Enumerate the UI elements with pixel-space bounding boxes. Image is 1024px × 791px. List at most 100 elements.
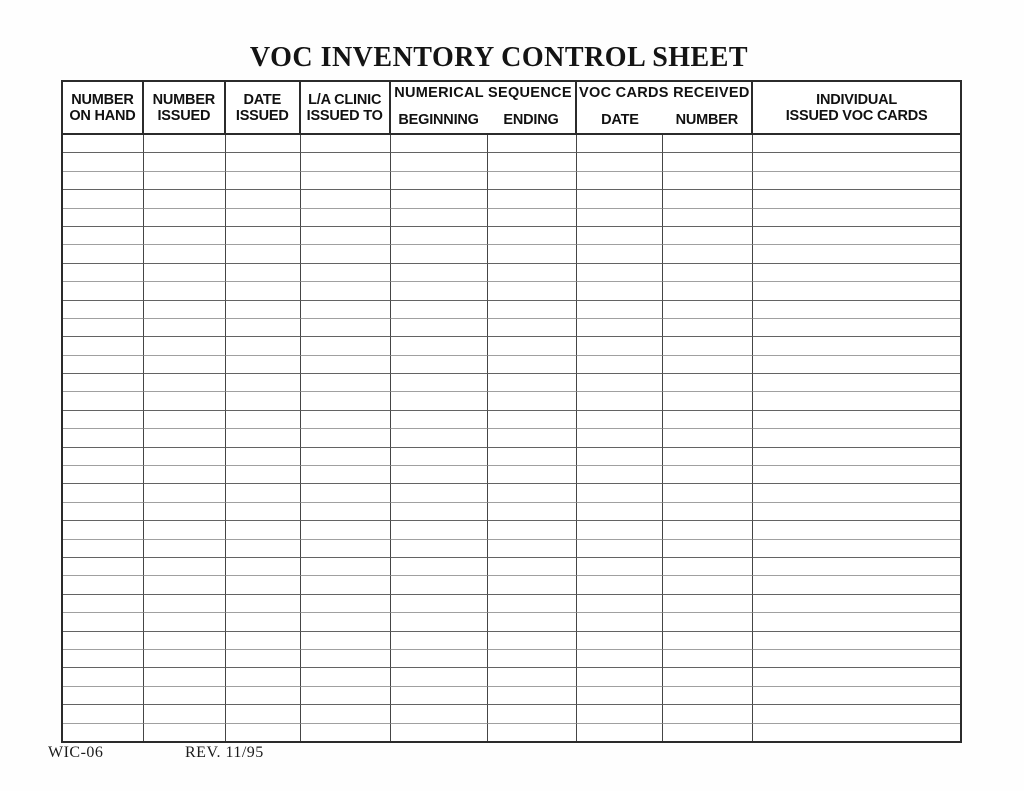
table-row — [63, 392, 960, 411]
empty-cell — [663, 190, 754, 209]
empty-cell — [63, 337, 144, 356]
empty-cell — [577, 153, 664, 172]
empty-cell — [225, 429, 301, 448]
empty-cell — [300, 447, 391, 467]
empty-cell — [577, 484, 664, 503]
empty-cell — [663, 649, 754, 669]
empty-cell — [663, 318, 754, 338]
header-line: ON HAND — [69, 108, 136, 124]
empty-cell — [143, 502, 226, 522]
table-row — [63, 245, 960, 264]
empty-cell — [63, 410, 144, 430]
header-line: ISSUED — [157, 108, 211, 124]
empty-cell — [487, 502, 578, 522]
empty-cell — [225, 171, 301, 191]
empty-cell — [390, 410, 488, 430]
empty-cell — [487, 429, 578, 448]
empty-cell — [577, 447, 664, 467]
empty-cell — [663, 282, 754, 301]
empty-cell — [663, 429, 754, 448]
empty-cell — [143, 300, 226, 319]
empty-cell — [663, 576, 754, 595]
empty-cell — [225, 153, 301, 172]
table-row — [63, 668, 960, 687]
table-row — [63, 208, 960, 227]
group-header-label: VOC CARDS RECEIVED — [579, 85, 750, 101]
empty-cell — [390, 613, 488, 632]
empty-cell — [300, 686, 391, 706]
empty-cell — [63, 226, 144, 246]
table-row — [63, 300, 960, 319]
empty-cell — [300, 613, 391, 632]
form-number: WIC-06 — [48, 744, 104, 761]
empty-cell — [753, 540, 960, 558]
empty-cell — [225, 208, 301, 227]
empty-cell — [753, 209, 960, 227]
empty-cell — [753, 724, 960, 741]
empty-cell — [225, 668, 301, 687]
empty-cell — [753, 503, 960, 522]
empty-cell — [390, 171, 488, 191]
empty-cell — [143, 557, 226, 577]
empty-cell — [225, 705, 301, 724]
table-row — [63, 557, 960, 577]
empty-cell — [753, 650, 960, 669]
empty-cell — [63, 723, 144, 741]
empty-cell — [225, 466, 301, 485]
empty-cell — [300, 594, 391, 614]
empty-cell — [577, 668, 664, 687]
empty-cell — [63, 208, 144, 227]
table-row — [63, 190, 960, 209]
empty-cell — [300, 282, 391, 301]
table-row — [63, 594, 960, 614]
empty-cell — [390, 355, 488, 375]
table-row — [63, 649, 960, 669]
empty-cell — [390, 282, 488, 301]
empty-cell — [390, 263, 488, 283]
empty-cell — [63, 502, 144, 522]
empty-cell — [487, 135, 578, 154]
empty-cell — [487, 649, 578, 669]
empty-cell — [487, 594, 578, 614]
empty-cell — [143, 429, 226, 448]
empty-cell — [663, 484, 754, 503]
empty-cell — [487, 484, 578, 503]
empty-cell — [63, 190, 144, 209]
empty-cell — [390, 557, 488, 577]
col-header-number-issued: NUMBER ISSUED — [144, 82, 226, 133]
empty-cell — [663, 208, 754, 227]
table-row — [63, 226, 960, 246]
empty-cell — [300, 557, 391, 577]
empty-cell — [390, 594, 488, 614]
col-header-individual-issued-voc-cards: INDIVIDUAL ISSUED VOC CARDS — [753, 82, 960, 133]
empty-cell — [487, 374, 578, 393]
empty-cell — [63, 557, 144, 577]
empty-cell — [225, 576, 301, 595]
empty-cell — [225, 686, 301, 706]
header-line: NUMBER — [152, 92, 216, 108]
empty-cell — [63, 631, 144, 650]
empty-cell — [300, 392, 391, 411]
empty-cell — [300, 466, 391, 485]
col-header-date-received: DATE — [601, 112, 639, 128]
empty-cell — [300, 410, 391, 430]
empty-cell — [753, 466, 960, 485]
empty-cell — [577, 631, 664, 650]
empty-cell — [577, 226, 664, 246]
empty-cell — [143, 576, 226, 595]
empty-cell — [225, 613, 301, 632]
table-header-row: NUMBER ON HAND NUMBER ISSUED DATE ISSUED… — [63, 82, 960, 135]
empty-cell — [577, 245, 664, 264]
empty-cell — [577, 190, 664, 209]
empty-cell — [577, 502, 664, 522]
empty-cell — [225, 594, 301, 614]
empty-cell — [143, 649, 226, 669]
header-line: NUMBER — [71, 92, 134, 108]
empty-cell — [63, 318, 144, 338]
empty-cell — [390, 208, 488, 227]
empty-cell — [63, 171, 144, 191]
empty-cell — [663, 447, 754, 467]
empty-cell — [63, 668, 144, 687]
empty-cell — [663, 355, 754, 375]
empty-cell — [390, 374, 488, 393]
